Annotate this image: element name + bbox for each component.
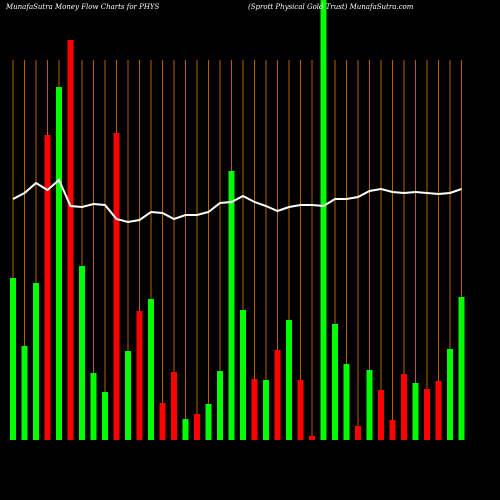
bar	[355, 426, 361, 440]
bar	[435, 381, 442, 440]
bar	[182, 419, 189, 440]
bar	[228, 171, 235, 440]
bar	[67, 40, 74, 440]
bar	[343, 364, 350, 440]
bar	[10, 278, 16, 440]
bar	[102, 392, 108, 440]
bar	[136, 311, 143, 440]
bar	[125, 351, 131, 440]
bar	[21, 346, 28, 440]
bar	[378, 390, 384, 440]
bar	[251, 379, 258, 440]
line	[12, 178, 462, 224]
bar	[366, 370, 373, 440]
chart-title: MunafaSutra Money Flow Charts for PHYS	[5, 3, 160, 11]
bar	[79, 266, 85, 440]
bar	[412, 383, 419, 440]
bar	[240, 310, 246, 440]
bar	[309, 436, 315, 440]
bar	[286, 320, 292, 440]
bar	[205, 404, 212, 440]
bar	[401, 374, 407, 440]
bar	[148, 299, 154, 440]
bar	[44, 135, 51, 440]
chart-subtitle: (Sprott Physical Gold Trust) MunafaSutra…	[248, 3, 414, 11]
bar	[113, 133, 120, 440]
bar	[90, 373, 97, 440]
bar	[424, 389, 430, 440]
bar	[33, 283, 39, 440]
bar	[447, 349, 453, 440]
bar	[171, 372, 177, 440]
bar	[194, 414, 200, 440]
bar	[217, 371, 223, 440]
bar	[263, 380, 269, 440]
bar	[159, 403, 166, 440]
bar	[56, 87, 62, 440]
bar	[389, 420, 396, 440]
bar	[297, 380, 304, 440]
bar	[320, 0, 327, 440]
bar	[458, 297, 465, 440]
bar	[332, 324, 338, 440]
bar	[274, 350, 281, 440]
